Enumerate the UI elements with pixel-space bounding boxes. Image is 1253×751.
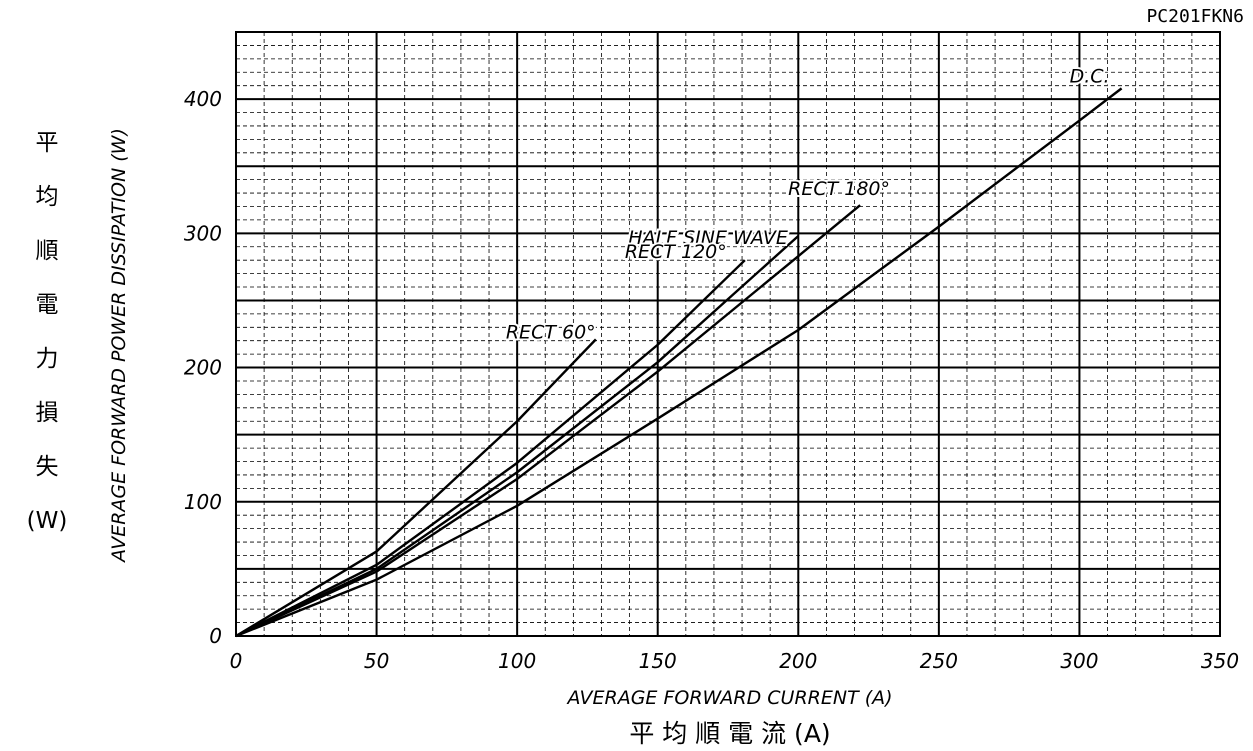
rect-180-line: [235, 204, 861, 638]
y-tick-label: 0: [209, 624, 222, 648]
x-tick-label: 300: [1060, 649, 1098, 673]
y-tick-labels: 0 100 200 300 400: [184, 87, 222, 648]
y-axis-label-jp-char: 損: [36, 400, 59, 426]
y-axis-label-jp-char: (W): [27, 508, 68, 534]
rect-120-line: [235, 259, 746, 638]
x-tick-label: 50: [364, 649, 389, 673]
rect-180-label: RECT 180°: [788, 178, 890, 200]
dc-label: D.C.: [1070, 65, 1110, 87]
y-axis-label-jp-char: 力: [36, 346, 59, 372]
series-lines: [235, 87, 1123, 638]
y-axis-label: AVERAGE FORWARD POWER DISSIPATION (W): [108, 128, 130, 564]
y-tick-label: 300: [184, 221, 222, 245]
half-sine-wave-label: HALF SINE WAVE: [628, 227, 788, 249]
x-tick-label: 250: [920, 649, 958, 673]
y-axis-label-jp-char: 電: [36, 292, 59, 318]
plot-frame: [235, 31, 1221, 637]
x-tick-label: 200: [779, 649, 817, 673]
y-axis-label-jp-char: 順: [36, 238, 59, 264]
model-code: PC201FKN6: [1146, 6, 1244, 27]
rect-60-label: RECT 60°: [506, 321, 596, 343]
rect-120-label: RECT 120°: [625, 241, 727, 263]
x-tick-label: 0: [230, 649, 243, 673]
half-sine-wave-line: [235, 235, 800, 638]
dc-line: [235, 87, 1123, 638]
x-tick-label: 350: [1201, 649, 1239, 673]
y-axis-label-jp-char: 均: [36, 184, 59, 210]
x-tick-label: 150: [639, 649, 677, 673]
y-axis-label-jp-char: 平: [36, 130, 59, 156]
rect-60-line: [235, 338, 597, 638]
x-tick-labels: 0 50 100 150 200 250 300 350: [230, 649, 1239, 673]
x-axis-label-jp: 平 均 順 電 流 (A): [629, 719, 830, 748]
x-axis-label: AVERAGE FORWARD CURRENT (A): [565, 687, 892, 709]
x-tick-label: 100: [498, 649, 536, 673]
y-tick-label: 200: [184, 356, 222, 380]
y-tick-label: 100: [184, 490, 222, 514]
y-axis-label-jp-char: 失: [36, 454, 59, 480]
y-tick-label: 400: [184, 87, 222, 111]
